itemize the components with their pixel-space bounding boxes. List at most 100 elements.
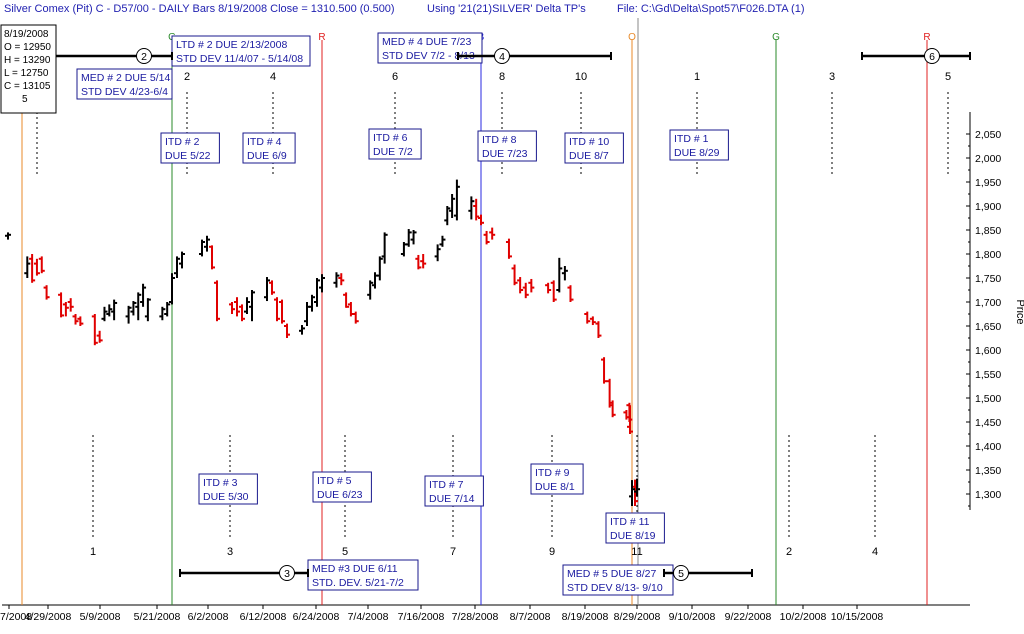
ohlc-bar: [352, 311, 359, 324]
ohlc-bar: [444, 206, 451, 226]
range-marker-circle: [136, 48, 152, 64]
ohlc-bar: [367, 280, 374, 300]
ohlc-bar: [199, 239, 205, 257]
x-tick-label: 9/10/2008: [669, 611, 716, 623]
range-marker: 3: [179, 565, 309, 581]
cycle-line-label: R: [318, 32, 325, 43]
x-tick-label: 9/22/2008: [725, 611, 772, 623]
ohlc-bar: [5, 232, 11, 240]
x-tick-label: 7/2008: [0, 611, 32, 623]
ohlc-bar: [453, 179, 460, 221]
y-tick-label: 1,300: [975, 489, 1001, 501]
ohlc-bar: [556, 257, 563, 293]
range-marker-label: 3: [284, 568, 290, 580]
cycle-mark-bottom-label: 1: [90, 546, 96, 558]
ohlc-bar: [91, 314, 98, 346]
ohlc-bar: [249, 290, 255, 322]
itd-label-line2: DUE 5/22: [165, 150, 211, 162]
range-marker-circle: [279, 565, 295, 581]
ohlc-bar: [164, 302, 171, 317]
itd-label-line1: ITD # 8: [482, 134, 517, 146]
cycle-label-box: [76, 68, 173, 100]
ohlc-bar: [609, 400, 616, 418]
y-tick-label: 1,450: [975, 417, 1001, 429]
y-tick-label: 2,050: [975, 129, 1001, 141]
cycle-mark-top-label: 10: [575, 71, 587, 83]
ohlc-info-box: 8/19/2008 O = 12950 H = 13290 L = 12750 C = …: [0, 24, 57, 114]
ohlc-bar: [269, 280, 275, 295]
cycle-mark-bottom-label: 2: [786, 546, 792, 558]
ohlc-bar: [376, 256, 383, 281]
cycle-label-line1: LTD # 2 DUE 2/13/2008: [176, 39, 287, 51]
ohlc-bar: [77, 316, 84, 326]
ohlc-bar: [343, 292, 350, 308]
ohlc-bar: [584, 311, 591, 324]
ohlc-bar: [567, 285, 574, 302]
cycle-mark-bottom-label: 9: [549, 546, 555, 558]
ohlc-bar: [159, 306, 166, 321]
ohlc-bar: [38, 256, 45, 274]
ohlc-bar: [314, 278, 320, 307]
ohlc-bar: [420, 254, 427, 269]
x-tick-label: 8/7/2008: [510, 611, 551, 623]
ohlc-bar: [439, 235, 446, 247]
ohlc-bar: [204, 235, 210, 252]
y-tick-label: 2,000: [975, 153, 1001, 165]
cycle-mark-bottom-label: 4: [872, 546, 878, 558]
ohlc-bar: [434, 244, 441, 262]
itd-label-line1: ITD # 4: [247, 136, 282, 148]
ohlc-bar: [468, 196, 475, 220]
y-tick-label: 1,850: [975, 225, 1001, 237]
ohlc-bar: [33, 258, 40, 276]
itd-label-line2: DUE 7/2: [373, 146, 413, 158]
itd-label-box: [242, 132, 296, 164]
ohlc-bar: [264, 277, 270, 302]
ohlc-info-low: L = 12750: [4, 68, 49, 79]
itd-label-box: [530, 463, 584, 495]
ohlc-info-date: 8/19/2008: [4, 29, 49, 40]
y-tick-label: 1,600: [975, 345, 1001, 357]
itd-label-box: [605, 512, 665, 544]
ohlc-bar: [135, 292, 142, 321]
cycle-label-line1: MED # 2 DUE 5/14: [81, 72, 170, 84]
cycle-mark-top-label: 1: [694, 71, 700, 83]
cycle-mark-top-label: 5: [945, 71, 951, 83]
x-tick-label: 7/28/2008: [452, 611, 499, 623]
x-tick-label: 5/9/2008: [80, 611, 121, 623]
y-tick-label: 1,550: [975, 369, 1001, 381]
x-tick-label: 6/24/2008: [293, 611, 340, 623]
ohlc-bar: [229, 302, 235, 314]
ohlc-bar: [284, 323, 290, 338]
ohlc-bar: [274, 297, 280, 322]
y-tick-label: 1,750: [975, 273, 1001, 285]
range-marker-label: 2: [141, 51, 147, 63]
itd-label-box: [564, 132, 624, 164]
ohlc-bar: [545, 282, 552, 294]
ohlc-bar: [627, 405, 633, 434]
ohlc-bar: [24, 256, 31, 278]
itd-label-box: [424, 475, 484, 507]
ohlc-bar: [511, 264, 518, 286]
cycle-line-label: O: [628, 32, 636, 43]
cycle-label-line2: STD DEV 11/4/07 - 5/14/08: [176, 53, 303, 65]
ohlc-bar: [478, 214, 484, 226]
ohlc-bar: [415, 254, 422, 270]
itd-label-line2: DUE 7/23: [482, 148, 528, 160]
cycle-mark-bottom-label: 7: [450, 546, 456, 558]
chart-header: Silver Comex (Pit) C - D57/00 - DAILY Ba…: [0, 0, 1024, 18]
ohlc-bar: [629, 480, 635, 506]
ohlc-bar: [174, 256, 180, 278]
x-tick-label: 7/16/2008: [398, 611, 445, 623]
itd-label-box: [198, 473, 258, 505]
ohlc-bar: [595, 321, 602, 338]
ohlc-bar: [67, 298, 74, 312]
x-tick-label: 8/19/2008: [562, 611, 609, 623]
ohlc-bar: [309, 294, 315, 312]
cycle-mark-top-label: 8: [499, 71, 505, 83]
x-tick-label: 10/2/2008: [780, 611, 827, 623]
cycle-mark-top-label: 2: [184, 71, 190, 83]
ohlc-bar: [96, 330, 103, 343]
ohlc-bar: [101, 306, 108, 322]
ohlc-bar: [505, 238, 512, 259]
cycle-mark-top-label: 4: [270, 71, 276, 83]
